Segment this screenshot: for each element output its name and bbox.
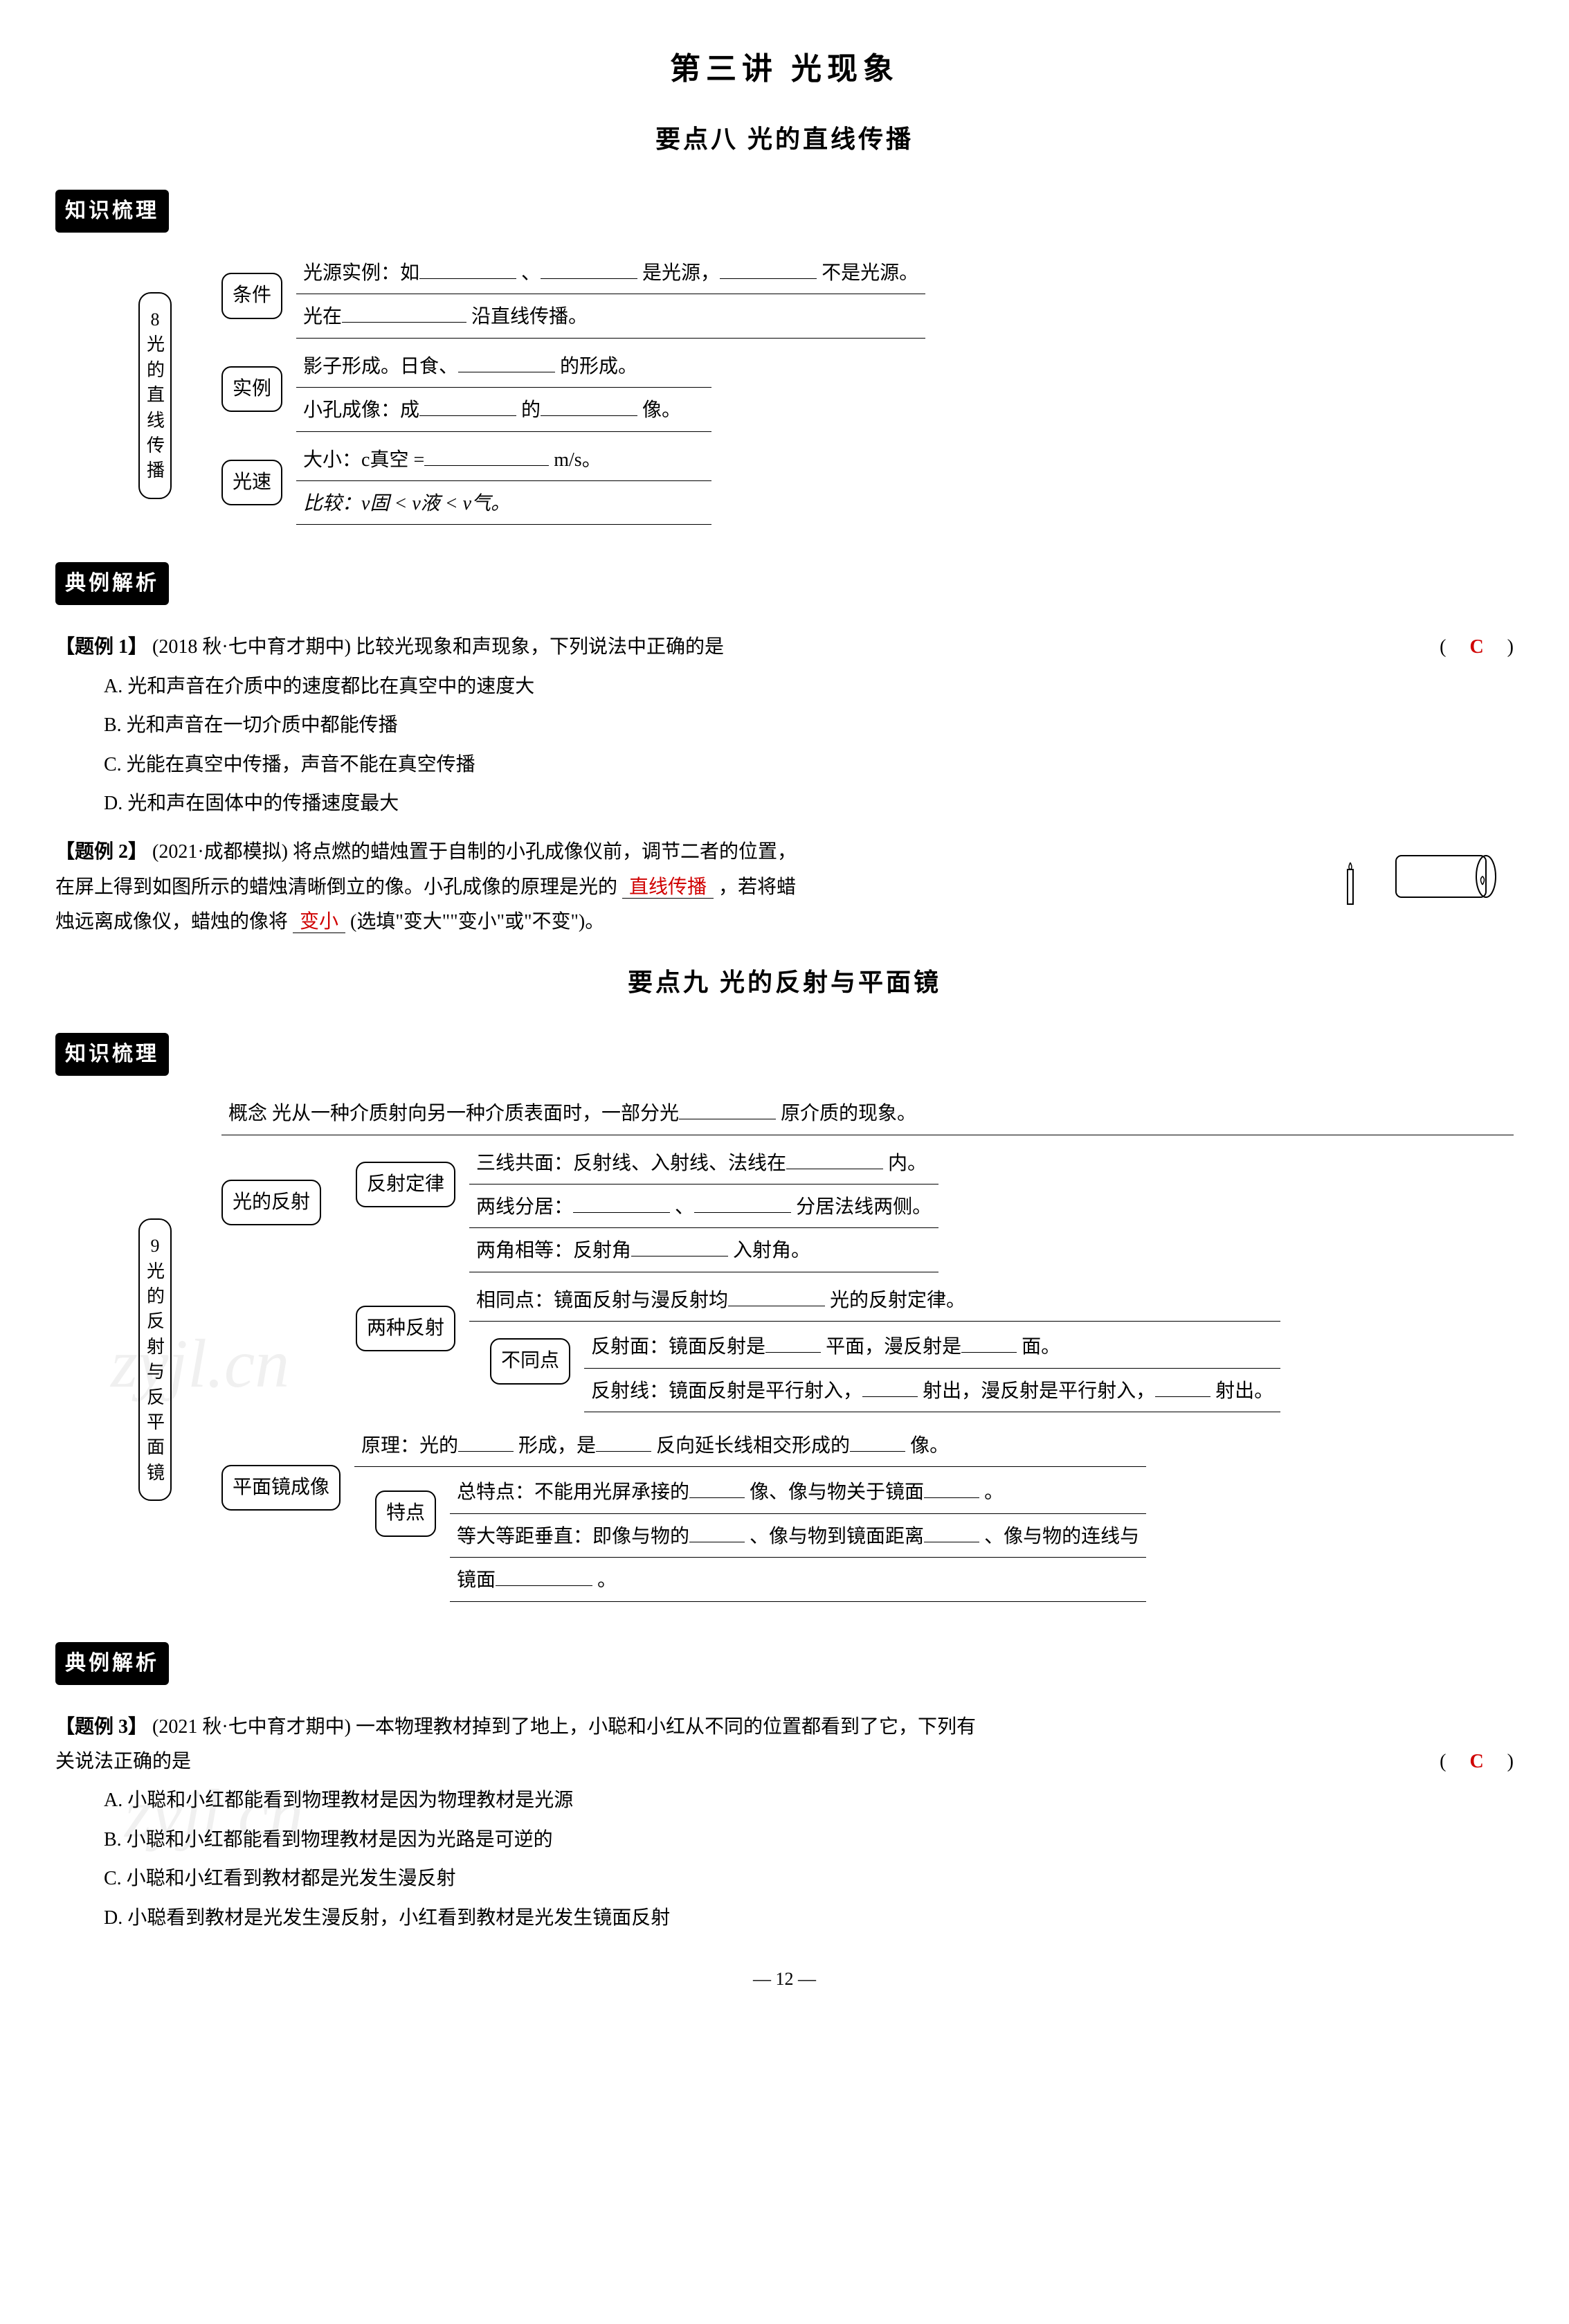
ex2-stem-c: ，若将蜡 <box>718 876 796 898</box>
diagram9-root: 9 光的反射与反平面镜 <box>138 1218 172 1501</box>
d9-diff-l1: 反射面：镜面反射是 平面，漫反射是 面。 <box>584 1327 1280 1368</box>
d9-feat-l3: 镜面 。 <box>450 1560 1146 1601</box>
section8-title: 要点八 光的直线传播 <box>55 117 1514 162</box>
ex1-stem: 比较光现象和声现象，下列说法中正确的是 <box>356 636 724 658</box>
ex3-answer-slot: ( C ) <box>1440 1745 1514 1779</box>
knowledge-tag-1: 知识梳理 <box>55 190 169 233</box>
d9-diff-label: 不同点 <box>490 1338 570 1384</box>
ex3-opt-a: A. 小聪和小红都能看到物理教材是因为物理教材是光源 <box>104 1783 1514 1818</box>
ex3-source: (2021 秋·七中育才期中) <box>152 1716 351 1738</box>
ex1-opt-b: B. 光和声音在一切介质中都能传播 <box>104 708 1514 743</box>
knowledge-tag-2: 知识梳理 <box>55 1033 169 1076</box>
d9-b1-label: 光的反射 <box>221 1180 321 1225</box>
d8-b2-label: 实例 <box>221 366 282 412</box>
diagram-9: zyjl.cn 9 光的反射与反平面镜 概念 光从一种介质射向另一种介质表面时，… <box>138 1094 1514 1607</box>
example-1: 【题例 1】 (2018 秋·七中育才期中) 比较光现象和声现象，下列说法中正确… <box>55 630 1514 821</box>
ex1-opt-d: D. 光和声在固体中的传播速度最大 <box>104 786 1514 821</box>
diagram8-root: 8 光的直线传播 <box>138 292 172 499</box>
d9-law-l1: 三线共面：反射线、入射线、法线在 内。 <box>469 1144 938 1184</box>
d9-diff-l2: 反射线：镜面反射是平行射入， 射出，漫反射是平行射入， 射出。 <box>584 1371 1280 1412</box>
ex1-answer-slot: ( C ) <box>1440 630 1514 665</box>
d9-same: 相同点：镜面反射与漫反射均 光的反射定律。 <box>469 1281 1280 1322</box>
ex3-tag: 【题例 3】 <box>55 1716 147 1738</box>
ex3-stem-a: 一本物理教材掉到了地上，小聪和小红从不同的位置都看到了它，下列有 <box>356 1716 976 1738</box>
d9-feat-label: 特点 <box>375 1490 436 1536</box>
ex2-stem-d: 烛远离成像仪，蜡烛的像将 <box>55 911 288 933</box>
page-title: 第三讲 光现象 <box>55 42 1514 96</box>
ex2-tag: 【题例 2】 <box>55 841 147 863</box>
ex2-figure <box>1334 835 1514 930</box>
d9-two-label: 两种反射 <box>356 1306 455 1351</box>
page-number: — 12 — <box>55 1963 1514 1996</box>
ex3-answer: C <box>1465 1751 1487 1772</box>
example-2: 【题例 2】 (2021·成都模拟) 将点燃的蜡烛置于自制的小孔成像仪前，调节二… <box>55 835 1514 939</box>
ex1-source: (2018 秋·七中育才期中) <box>152 636 351 658</box>
d9-law-l2: 两线分居： 、 分居法线两侧。 <box>469 1187 938 1228</box>
ex3-opt-c: C. 小聪和小红看到教材都是光发生漫反射 <box>104 1862 1514 1896</box>
d9-concept: 概念 光从一种介质射向另一种介质表面时，一部分光 原介质的现象。 <box>221 1094 1514 1135</box>
ex1-opt-a: A. 光和声音在介质中的速度都比在真空中的速度大 <box>104 669 1514 704</box>
d9-feat-l2: 等大等距垂直：即像与物的 、像与物到镜面距离 、像与物的连线与 <box>450 1517 1146 1558</box>
ex2-stem-e: (选填"变大""变小"或"不变")。 <box>350 911 604 933</box>
ex2-source: (2021·成都模拟) <box>152 841 288 863</box>
d8-b2-leaf1: 影子形成。日食、 的形成。 <box>296 347 711 388</box>
ex2-ans2: 变小 <box>293 911 345 933</box>
d8-b3-leaf1: 大小：c真空 = m/s。 <box>296 440 711 481</box>
d8-b1-label: 条件 <box>221 273 282 318</box>
example-tag-2: 典例解析 <box>55 1642 169 1685</box>
d9-mirror-label: 平面镜成像 <box>221 1465 341 1511</box>
section9-title: 要点九 光的反射与平面镜 <box>55 960 1514 1005</box>
ex1-opt-c: C. 光能在真空中传播，声音不能在真空传播 <box>104 748 1514 782</box>
ex2-stem-a: 将点燃的蜡烛置于自制的小孔成像仪前，调节二者的位置， <box>293 841 797 863</box>
d8-b3-leaf2: 比较：v固 < v液 < v气。 <box>296 484 711 525</box>
d9-feat-l1: 总特点：不能用光屏承接的 像、像与物关于镜面 。 <box>450 1472 1146 1513</box>
ex3-opt-d: D. 小聪看到教材是光发生漫反射，小红看到教材是光发生镜面反射 <box>104 1901 1514 1936</box>
d9-prin: 原理：光的 形成，是 反向延长线相交形成的 像。 <box>354 1426 1146 1467</box>
ex1-tag: 【题例 1】 <box>55 636 147 658</box>
d8-b1-leaf1: 光源实例：如 、 是光源， 不是光源。 <box>296 253 925 294</box>
d9-law-l3: 两角相等：反射角 入射角。 <box>469 1231 938 1272</box>
d8-b3-label: 光速 <box>221 460 282 505</box>
ex3-stem-b: 关说法正确的是 <box>55 1751 191 1772</box>
d9-law-label: 反射定律 <box>356 1162 455 1207</box>
ex1-answer: C <box>1465 636 1487 658</box>
d8-b1-leaf2: 光在 沿直线传播。 <box>296 297 925 338</box>
example-tag-1: 典例解析 <box>55 562 169 605</box>
d8-b2-leaf2: 小孔成像：成 的 像。 <box>296 390 711 431</box>
ex3-opt-b: B. 小聪和小红都能看到物理教材是因为光路是可逆的 <box>104 1823 1514 1857</box>
diagram-8: 8 光的直线传播 条件 光源实例：如 、 是光源， 不是光源。 光在 沿直线传播… <box>138 251 1514 528</box>
ex2-stem-b: 在屏上得到如图所示的蜡烛清晰倒立的像。小孔成像的原理是光的 <box>55 876 617 898</box>
example-3: zyjl.cn 【题例 3】 (2021 秋·七中育才期中) 一本物理教材掉到了… <box>55 1710 1514 1936</box>
ex2-ans1: 直线传播 <box>622 876 714 899</box>
